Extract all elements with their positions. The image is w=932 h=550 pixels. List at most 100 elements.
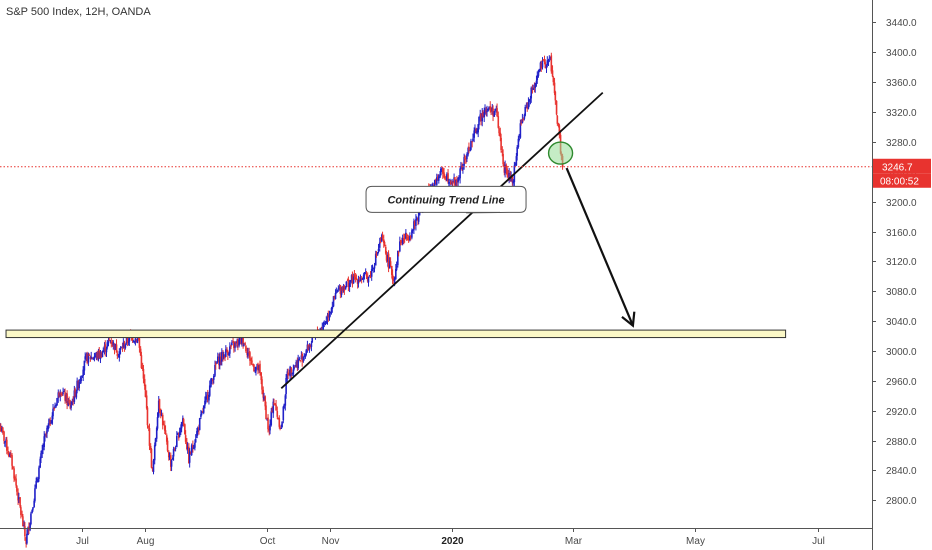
candle-body [280,427,283,429]
candle-body [397,252,400,254]
candle-body [245,345,247,352]
candle-body [538,69,541,72]
candle-body [365,273,368,276]
projection-arrow-shaft[interactable] [565,167,634,327]
candle-body [505,165,508,170]
candle-body [174,448,176,450]
candle-body [196,431,198,439]
candle-body [210,379,212,387]
candle-body [283,404,285,409]
candle-body [522,118,524,120]
candle-body [413,221,416,225]
candle-body [269,424,271,431]
candle-body [542,59,545,61]
candle-body [190,445,193,455]
candle-body [546,60,549,65]
candle-body [550,55,553,72]
candle-body [289,366,291,377]
candle-body [415,219,417,226]
candle-body [261,379,263,390]
candle-body [216,356,219,363]
candle-body [518,138,520,140]
candle-body [143,378,146,387]
candle-body [165,435,168,442]
candle-body [42,447,44,450]
candle-body [270,411,273,426]
candle-body [247,352,249,356]
candle-body [238,339,240,346]
candle-body [161,414,164,426]
candle-body [93,357,96,359]
candle-body [163,425,166,431]
candle-body [472,138,474,142]
countdown-tag [873,173,931,188]
candle-body [484,108,486,114]
candle-body [196,427,199,433]
support-zone[interactable] [5,329,787,339]
candle-body [493,111,496,117]
candle-body [127,341,130,343]
candle-body [111,344,114,346]
trend-line[interactable] [280,91,604,390]
candle-body [126,336,129,343]
time-tick-label: Nov [322,536,340,547]
candle-body [132,341,135,343]
candle-body [228,353,230,356]
candle-body [166,440,169,451]
candle-body [308,345,311,350]
candle-body [63,391,66,393]
candle-body [47,425,50,430]
candle-body [297,359,299,369]
candle-body [257,363,259,371]
price-axis[interactable]: 2800.0 2840.0 2880.0 2920.0 2960.0 3000.0 3040… [872,0,931,550]
candle-body [174,447,177,449]
candle-body [141,367,144,370]
price-tick-label: 2920.0 [886,407,917,418]
candle-body [24,526,26,537]
candle-body [155,427,158,439]
candle-body [271,410,273,413]
price-tick-label: 2800.0 [886,496,917,507]
candle-body [232,341,234,343]
candle-body [455,179,457,186]
price-tick-label: 3320.0 [886,108,917,119]
candle-body [293,366,295,369]
candle-body [150,448,153,468]
candle-body [322,323,325,327]
candle-body [403,238,406,240]
candle-body [385,254,388,261]
candle-body [124,344,127,349]
candle-body [517,138,520,147]
candle-body [76,380,78,391]
candle-body [219,356,221,366]
candle-body [551,70,554,77]
candle-body [443,172,445,178]
candle-body [72,401,74,403]
candle-body [295,362,297,367]
callout-box[interactable] [365,185,527,214]
candle-body [547,60,550,62]
breakout-highlight-circle[interactable] [547,141,574,165]
candle-body [442,168,444,174]
time-axis[interactable]: Jul Aug Oct Nov 2020 Mar May Jul [0,528,872,547]
candle-body [478,116,480,126]
candle-body [299,360,301,362]
candle-body [88,354,91,356]
candle-body [216,361,218,364]
candle-body [521,118,524,124]
candle-body [212,375,215,380]
candle-body [524,107,527,116]
candle-body [156,417,159,429]
candle-body [548,59,551,61]
time-tick-label: Oct [260,536,276,547]
candle-body [51,415,54,424]
candle-body [198,418,201,430]
candle-body [159,409,162,416]
candle-body [405,234,408,237]
candle-body [359,278,362,282]
projection-arrow-head [621,311,636,328]
candle-body [60,393,62,396]
candle-body [390,265,393,275]
candle-body [264,396,267,407]
